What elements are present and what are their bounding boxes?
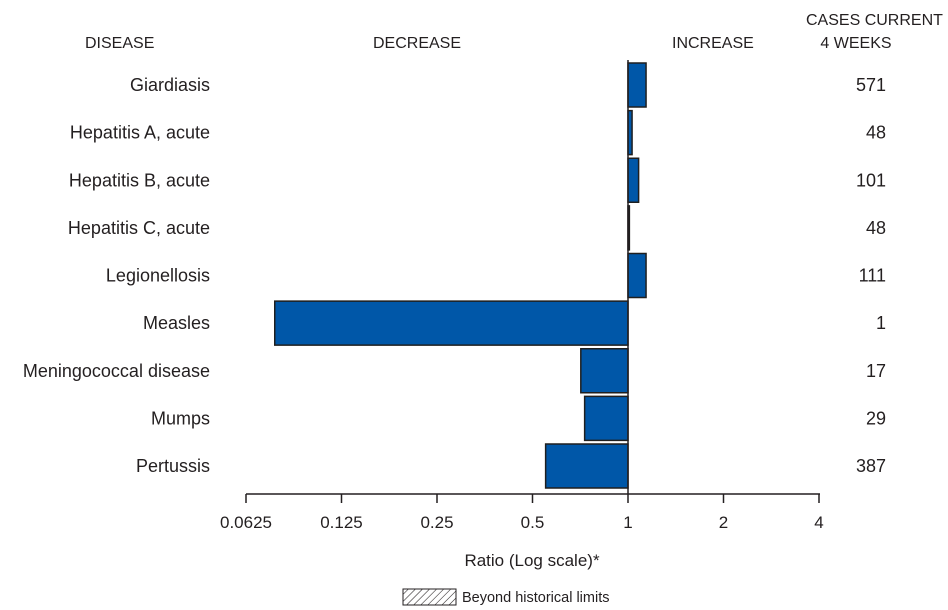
category-label-hepatitis-c-acute: Hepatitis C, acute (68, 218, 210, 238)
legend-label: Beyond historical limits (462, 590, 609, 606)
x-tick-label: 4 (814, 513, 823, 532)
bar-meningococcal-disease (580, 348, 629, 394)
category-label-legionellosis: Legionellosis (106, 266, 210, 286)
x-tick-label: 0.5 (521, 513, 545, 532)
bar-pertussis (544, 443, 629, 489)
category-labels: Giardiasis Hepatitis A, acute Hepatitis B,… (23, 75, 210, 476)
x-axis-ticks: 0.0625 0.125 0.25 0.5 1 2 4 (220, 494, 824, 532)
cases-value-giardiasis: 571 (856, 75, 886, 95)
category-label-hepatitis-b-acute: Hepatitis B, acute (69, 170, 210, 190)
cases-value-legionellosis: 111 (859, 266, 886, 286)
category-label-measles: Measles (143, 313, 210, 333)
increase-header: INCREASE (672, 35, 754, 52)
bar-legionellosis (627, 252, 647, 299)
x-tick-label: 0.25 (420, 513, 453, 532)
category-label-meningococcal-disease: Meningococcal disease (23, 361, 210, 381)
disease-column-header: DISEASE (85, 35, 154, 52)
bar-hepatitis-b-acute (627, 157, 640, 203)
cases-value-mumps: 29 (866, 408, 886, 428)
decrease-header: DECREASE (373, 35, 461, 52)
category-label-mumps: Mumps (151, 408, 210, 428)
category-label-giardiasis: Giardiasis (130, 75, 210, 95)
x-axis-title: Ratio (Log scale)* (464, 551, 600, 570)
cases-value-measles: 1 (876, 313, 886, 333)
cases-value-hepatitis-a-acute: 48 (866, 123, 886, 143)
cases-header-line1: CASES CURRENT (806, 12, 943, 29)
bar-group (273, 62, 647, 489)
legend: Beyond historical limits (402, 588, 609, 606)
bar-giardiasis (627, 62, 647, 108)
category-label-pertussis: Pertussis (136, 456, 210, 476)
cases-value-pertussis: 387 (856, 456, 886, 476)
column-headers: DISEASE DECREASE INCREASE CASES CURRENT … (85, 12, 943, 52)
category-label-hepatitis-a-acute: Hepatitis A, acute (70, 123, 210, 143)
x-tick-label: 0.0625 (220, 513, 272, 532)
cases-value-hepatitis-c-acute: 48 (866, 218, 886, 238)
x-tick-label: 2 (719, 513, 728, 532)
bar-measles (273, 300, 629, 346)
x-tick-label: 0.125 (320, 513, 363, 532)
x-axis: 0.0625 0.125 0.25 0.5 1 2 4 (220, 493, 824, 532)
legend-swatch-hatched (402, 588, 457, 606)
bar-mumps (583, 395, 629, 442)
cases-value-meningococcal-disease: 17 (866, 361, 886, 381)
x-tick-label: 1 (623, 513, 632, 532)
cases-value-hepatitis-b-acute: 101 (856, 170, 886, 190)
cases-header-line2: 4 WEEKS (820, 35, 891, 52)
